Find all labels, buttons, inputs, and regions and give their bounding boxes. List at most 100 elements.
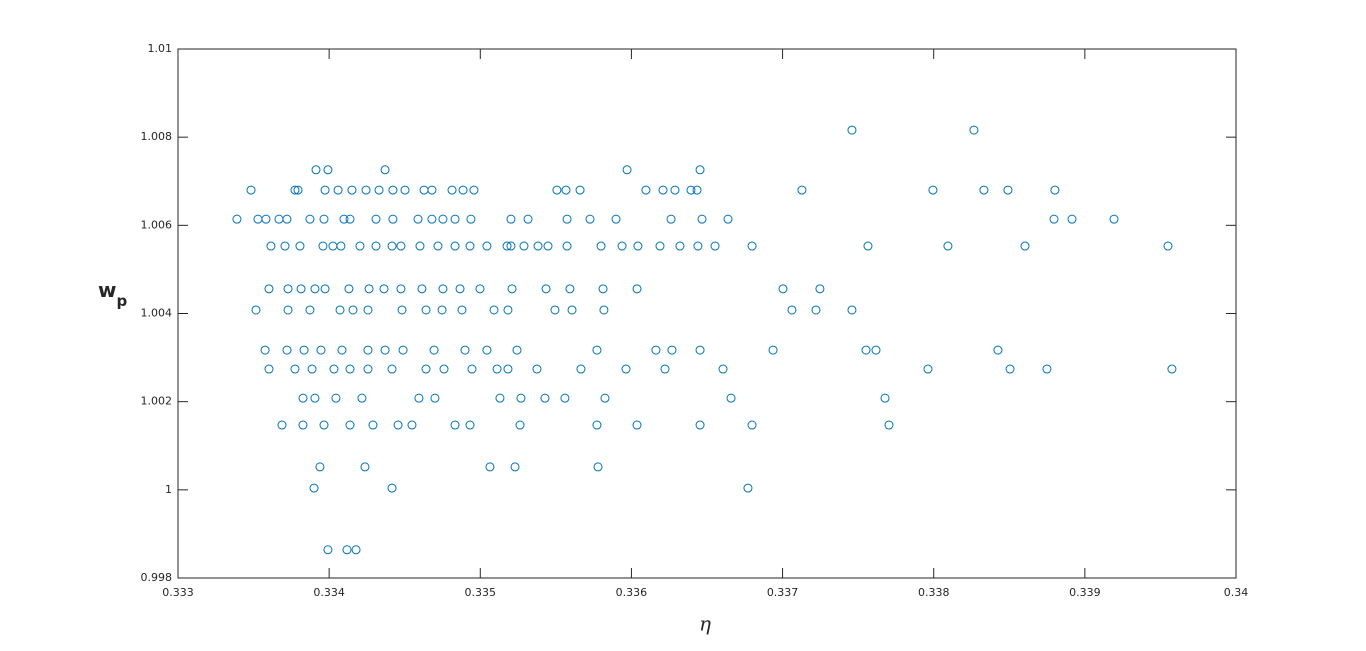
- point: [460, 345, 470, 355]
- point: [323, 165, 333, 175]
- point: [632, 420, 642, 430]
- point: [397, 305, 407, 315]
- point: [305, 214, 315, 224]
- point: [723, 214, 733, 224]
- point: [797, 185, 807, 195]
- point: [374, 185, 384, 195]
- point: [1042, 364, 1052, 374]
- point: [506, 241, 516, 251]
- x-tick-label: 0.339: [1069, 586, 1101, 599]
- point: [307, 364, 317, 374]
- point: [311, 165, 321, 175]
- point: [692, 185, 702, 195]
- point: [633, 241, 643, 251]
- point: [1163, 241, 1173, 251]
- point: [363, 345, 373, 355]
- point: [283, 284, 293, 294]
- point: [282, 214, 292, 224]
- point: [475, 284, 485, 294]
- point: [943, 241, 953, 251]
- point: [575, 185, 585, 195]
- point: [264, 364, 274, 374]
- point: [421, 305, 431, 315]
- point: [1109, 214, 1119, 224]
- point: [847, 305, 857, 315]
- point: [437, 305, 447, 315]
- point: [506, 214, 516, 224]
- point: [550, 305, 560, 315]
- point: [726, 393, 736, 403]
- point: [427, 185, 437, 195]
- point: [333, 185, 343, 195]
- y-tick-label: 1.006: [141, 218, 173, 231]
- point: [787, 305, 797, 315]
- point: [695, 165, 705, 175]
- point: [429, 345, 439, 355]
- point: [282, 345, 292, 355]
- point: [344, 284, 354, 294]
- point: [413, 214, 423, 224]
- point: [552, 185, 562, 195]
- point: [280, 241, 290, 251]
- point: [561, 185, 571, 195]
- point: [290, 185, 300, 195]
- point: [515, 420, 525, 430]
- point: [310, 393, 320, 403]
- point: [686, 185, 696, 195]
- point: [516, 393, 526, 403]
- point: [320, 284, 330, 294]
- point: [576, 364, 586, 374]
- x-tick-label: 0.333: [162, 586, 194, 599]
- point: [560, 393, 570, 403]
- point: [387, 241, 397, 251]
- point: [371, 241, 381, 251]
- point: [309, 483, 319, 493]
- point: [414, 393, 424, 403]
- point: [465, 420, 475, 430]
- point: [232, 214, 242, 224]
- point: [455, 284, 465, 294]
- point: [884, 420, 894, 430]
- point: [562, 214, 572, 224]
- point: [264, 284, 274, 294]
- point: [361, 185, 371, 195]
- point: [415, 241, 425, 251]
- y-tick-label: 1: [165, 483, 172, 496]
- point: [400, 185, 410, 195]
- point: [675, 241, 685, 251]
- point: [380, 345, 390, 355]
- point: [710, 241, 720, 251]
- point: [592, 345, 602, 355]
- point: [811, 305, 821, 315]
- point: [398, 345, 408, 355]
- y-axis-label: wp: [98, 278, 127, 310]
- point: [380, 165, 390, 175]
- point: [540, 393, 550, 403]
- point: [290, 364, 300, 374]
- point: [543, 241, 553, 251]
- point: [363, 305, 373, 315]
- point: [693, 241, 703, 251]
- point: [295, 241, 305, 251]
- point: [562, 241, 572, 251]
- point: [293, 185, 303, 195]
- point: [331, 393, 341, 403]
- point: [466, 214, 476, 224]
- point: [1049, 214, 1059, 224]
- point: [592, 420, 602, 430]
- point: [360, 462, 370, 472]
- point: [747, 420, 757, 430]
- point: [567, 305, 577, 315]
- point: [1167, 364, 1177, 374]
- point: [621, 364, 631, 374]
- x-axis-label: η: [699, 612, 711, 636]
- point: [598, 284, 608, 294]
- point: [489, 305, 499, 315]
- point: [363, 364, 373, 374]
- point: [364, 284, 374, 294]
- point: [533, 241, 543, 251]
- point: [433, 241, 443, 251]
- point: [438, 214, 448, 224]
- point: [666, 214, 676, 224]
- point: [778, 284, 788, 294]
